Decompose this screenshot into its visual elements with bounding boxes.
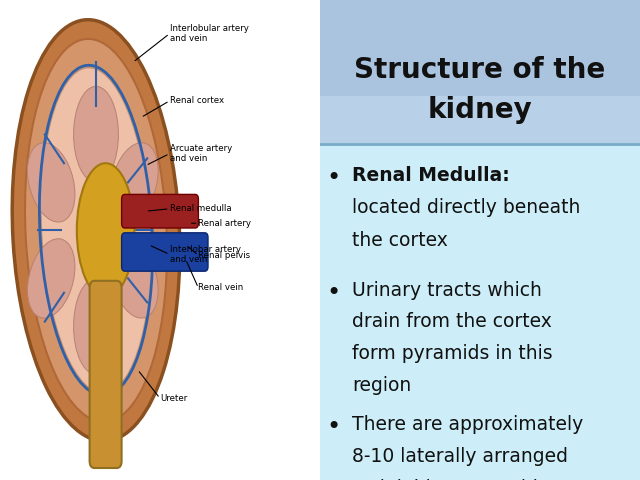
Text: region: region — [352, 376, 412, 395]
Text: Malpighian pyramids: Malpighian pyramids — [352, 479, 548, 480]
FancyBboxPatch shape — [320, 144, 640, 480]
Text: form pyramids in this: form pyramids in this — [352, 344, 552, 363]
Text: There are approximately: There are approximately — [352, 415, 583, 434]
Ellipse shape — [111, 239, 158, 318]
Text: Urinary tracts which: Urinary tracts which — [352, 281, 542, 300]
Ellipse shape — [12, 20, 180, 441]
Text: Interlobular artery
and vein: Interlobular artery and vein — [170, 24, 248, 43]
Text: Renal medulla: Renal medulla — [170, 204, 231, 213]
FancyBboxPatch shape — [320, 96, 640, 144]
Text: Structure of the: Structure of the — [355, 56, 605, 84]
Text: •: • — [326, 415, 340, 439]
Text: Renal cortex: Renal cortex — [170, 96, 224, 105]
Text: kidney: kidney — [428, 96, 532, 124]
Text: Interlobar artery
and vein: Interlobar artery and vein — [170, 245, 241, 264]
Ellipse shape — [74, 278, 118, 374]
Text: Renal Medulla:: Renal Medulla: — [352, 166, 509, 185]
Text: Renal artery: Renal artery — [198, 219, 252, 228]
FancyBboxPatch shape — [122, 233, 208, 271]
Text: Renal vein: Renal vein — [198, 284, 244, 292]
Ellipse shape — [25, 39, 167, 422]
Text: •: • — [326, 281, 340, 305]
Text: drain from the cortex: drain from the cortex — [352, 312, 552, 332]
Text: •: • — [326, 166, 340, 190]
Text: located directly beneath: located directly beneath — [352, 198, 580, 217]
Ellipse shape — [77, 163, 134, 298]
FancyBboxPatch shape — [90, 281, 122, 468]
Ellipse shape — [74, 86, 118, 182]
Text: Arcuate artery
and vein: Arcuate artery and vein — [170, 144, 232, 163]
Ellipse shape — [111, 143, 158, 222]
Text: Ureter: Ureter — [160, 394, 188, 403]
FancyBboxPatch shape — [320, 0, 640, 144]
Ellipse shape — [28, 239, 75, 318]
Text: Renal pelvis: Renal pelvis — [198, 251, 250, 260]
FancyBboxPatch shape — [122, 194, 198, 228]
Text: 8-10 laterally arranged: 8-10 laterally arranged — [352, 447, 568, 466]
Ellipse shape — [28, 143, 75, 222]
Text: the cortex: the cortex — [352, 231, 448, 250]
Ellipse shape — [41, 68, 151, 393]
